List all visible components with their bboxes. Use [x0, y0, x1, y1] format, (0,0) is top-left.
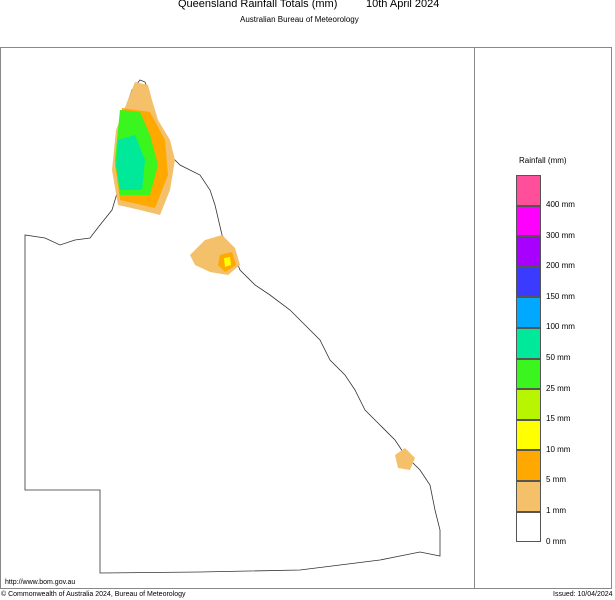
legend-swatch — [516, 419, 541, 451]
legend-swatch — [516, 175, 541, 206]
panel-divider — [474, 47, 475, 589]
legend-label: 0 mm — [546, 536, 566, 546]
legend-label: 200 mm — [546, 261, 575, 271]
rain-50mm-cape-york — [116, 135, 145, 190]
legend-label: 150 mm — [546, 291, 575, 301]
map-subtitle: Australian Bureau of Meteorology — [240, 15, 359, 24]
legend-label: 25 mm — [546, 383, 571, 393]
legend-swatch — [516, 205, 541, 237]
legend-swatch — [516, 511, 541, 543]
legend-label: 15 mm — [546, 414, 571, 424]
legend-title: Rainfall (mm) — [519, 156, 567, 165]
legend-label: 1 mm — [546, 506, 566, 515]
legend-swatch — [516, 481, 541, 512]
legend-swatch — [516, 266, 541, 298]
rain-1mm-fraser-coast — [395, 448, 415, 470]
legend-label: 10 mm — [546, 444, 571, 454]
source-url[interactable]: http://www.bom.gov.au — [5, 579, 76, 586]
queensland-map — [24, 79, 441, 574]
legend-label: 300 mm — [546, 230, 575, 240]
queensland-outline — [24, 79, 441, 574]
map-title: Queensland Rainfall Totals (mm) — [178, 0, 338, 10]
legend-label: 100 mm — [546, 322, 575, 332]
legend-swatch — [516, 358, 541, 390]
legend-label: 5 mm — [546, 475, 566, 485]
copyright: © Commonwealth of Australia 2024, Bureau… — [1, 591, 186, 598]
legend-swatch — [516, 236, 541, 267]
legend-swatch — [516, 328, 541, 359]
rain-15mm-townsville — [224, 257, 231, 267]
legend-label: 50 mm — [546, 353, 571, 362]
map-frame — [0, 47, 612, 589]
legend-swatch — [516, 450, 541, 481]
legend-swatch — [516, 389, 541, 420]
issued-date: Issued: 10/04/2024 — [553, 591, 613, 598]
legend-swatch — [516, 297, 541, 328]
legend-label: 400 mm — [546, 200, 575, 209]
map-date: 10th April 2024 — [366, 0, 440, 10]
